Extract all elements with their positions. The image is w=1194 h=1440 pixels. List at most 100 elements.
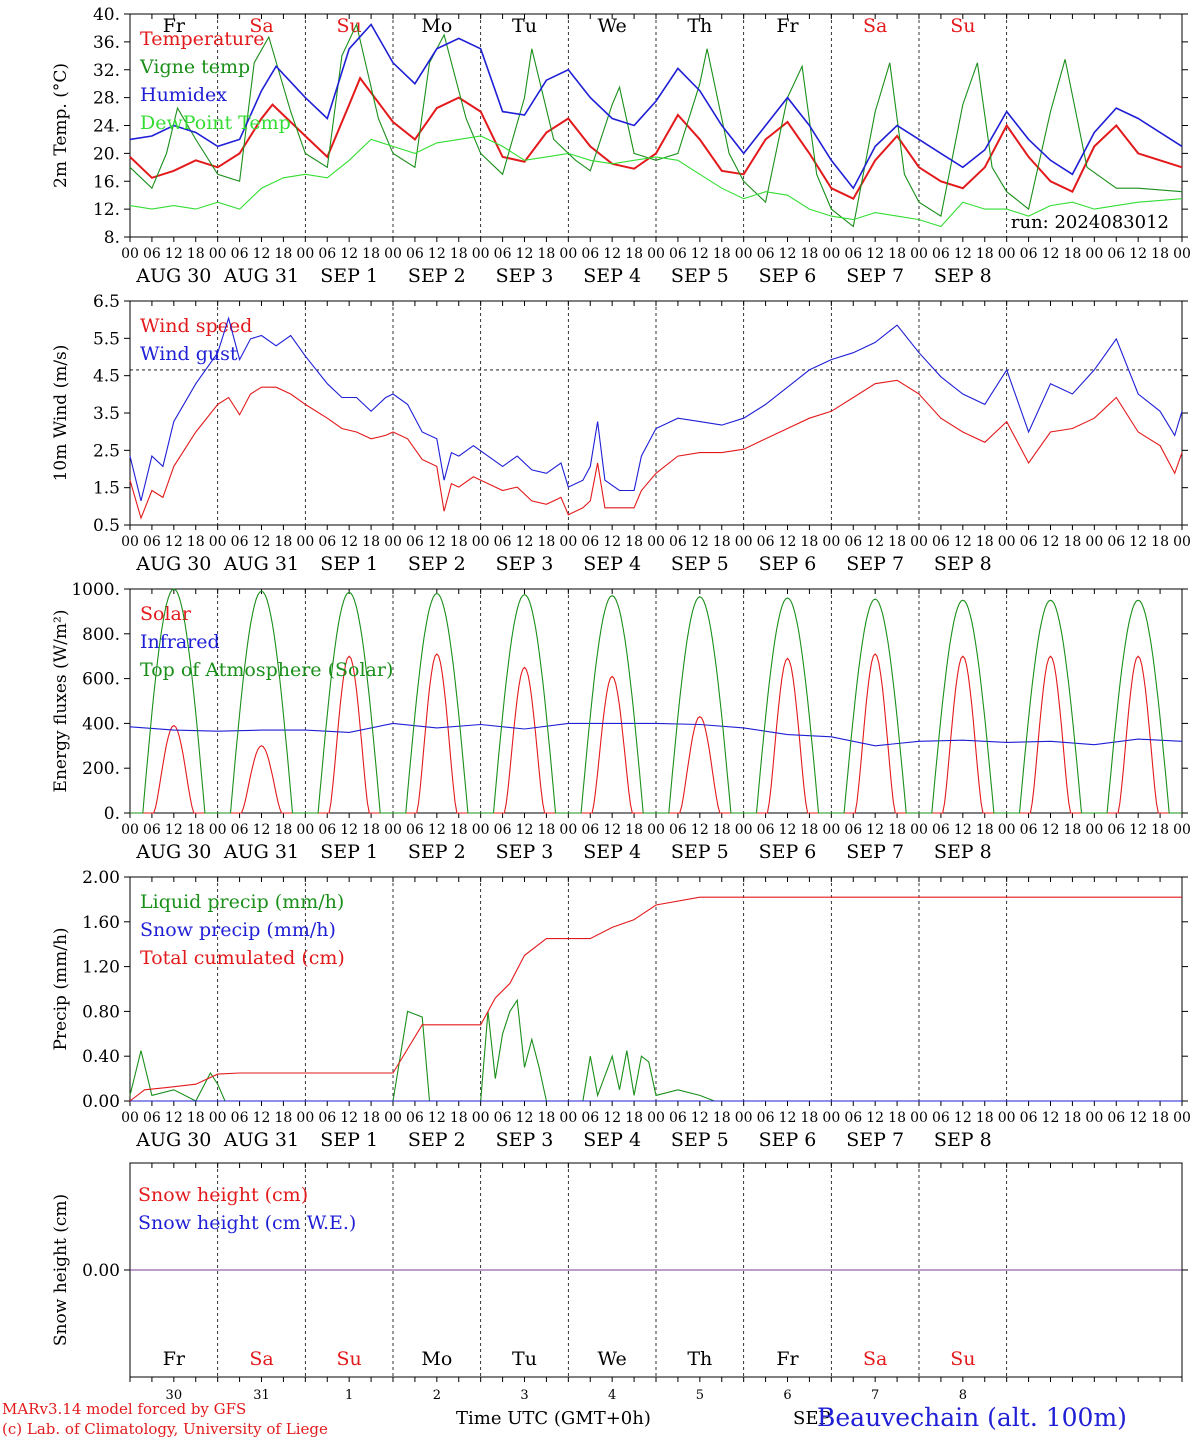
x-hour-label: 00	[384, 246, 402, 262]
day-name-label: We	[598, 15, 627, 37]
legend-entry: Wind gust	[140, 343, 238, 365]
x-hour-label: 06	[1020, 1110, 1038, 1126]
legend-entry: Liquid precip (mm/h)	[140, 891, 344, 913]
x-date-label: SEP 6	[759, 841, 817, 863]
x-hour-label: 00	[121, 822, 139, 838]
run-annotation: run: 2024083012	[1011, 212, 1169, 233]
legend-entry: Snow height (cm W.E.)	[138, 1212, 356, 1234]
x-hour-label: 12	[603, 1110, 621, 1126]
x-hour-label: 12	[866, 534, 884, 550]
x-hour-label: 00	[1085, 1110, 1103, 1126]
x-hour-label: 12	[516, 822, 534, 838]
y-tick-label: 1.20	[82, 958, 120, 978]
day-number-label: 31	[253, 1388, 270, 1403]
day-name-label: Su	[950, 15, 975, 37]
day-number-label: 1	[345, 1388, 353, 1403]
y-tick-label: 3.5	[93, 404, 120, 424]
x-hour-label: 18	[1151, 1110, 1169, 1126]
x-hour-label: 18	[275, 1110, 293, 1126]
x-hour-label: 18	[538, 534, 556, 550]
y-axis-label: 10m Wind (m/s)	[51, 345, 71, 482]
x-hour-label: 12	[340, 534, 358, 550]
panel-3: 0. 200. 400. 600. 800. 1000.Energy fluxes (W/…	[51, 580, 1191, 863]
footer: MARv3.14 model forced by GFS (c) Lab. of…	[2, 1400, 1127, 1438]
legend-entry: Snow height (cm)	[138, 1184, 308, 1206]
series-line	[129, 896, 1182, 1102]
credit-line-2: (c) Lab. of Climatology, University of L…	[2, 1420, 328, 1438]
day-number-label: 5	[696, 1388, 704, 1403]
x-date-label: SEP 1	[320, 553, 378, 575]
legend-entry: Wind speed	[140, 315, 252, 337]
day-number-label: 7	[871, 1388, 879, 1403]
y-tick-label: 40.	[93, 5, 120, 25]
x-date-label: SEP 5	[671, 841, 729, 863]
x-hour-label: 12	[428, 246, 446, 262]
legend-entry: Vigne temp	[139, 56, 250, 78]
x-hour-label: 12	[428, 534, 446, 550]
x-hour-label: 00	[1173, 534, 1191, 550]
x-hour-label: 18	[625, 246, 643, 262]
x-hour-label: 12	[253, 246, 271, 262]
x-hour-label: 18	[976, 246, 994, 262]
x-hour-label: 00	[822, 246, 840, 262]
x-hour-label: 00	[559, 534, 577, 550]
x-hour-label: 00	[1173, 246, 1191, 262]
x-hour-label: 18	[801, 534, 819, 550]
x-hour-label: 06	[231, 534, 249, 550]
y-tick-label: 1.5	[93, 479, 120, 499]
x-date-label: SEP 2	[408, 1129, 466, 1151]
x-hour-label: 18	[888, 534, 906, 550]
x-date-label: SEP 1	[320, 1129, 378, 1151]
x-hour-label: 12	[1129, 822, 1147, 838]
day-name-label: We	[598, 1348, 627, 1370]
x-hour-label: 12	[1042, 534, 1060, 550]
x-hour-label: 06	[143, 822, 161, 838]
y-tick-label: 28.	[93, 89, 120, 109]
x-hour-label: 00	[559, 822, 577, 838]
x-date-label: SEP 8	[934, 1129, 992, 1151]
day-number-label: 30	[166, 1388, 183, 1403]
x-hour-label: 12	[1042, 246, 1060, 262]
x-hour-label: 18	[801, 1110, 819, 1126]
y-tick-label: 400.	[82, 714, 120, 734]
x-hour-label: 18	[450, 534, 468, 550]
day-name-label: Fr	[776, 15, 799, 37]
x-hour-label: 00	[296, 246, 314, 262]
x-hour-label: 06	[932, 246, 950, 262]
x-hour-label: 06	[494, 822, 512, 838]
day-name-label: Su	[950, 1348, 975, 1370]
x-hour-label: 06	[1107, 822, 1125, 838]
x-hour-label: 00	[121, 246, 139, 262]
x-hour-label: 00	[735, 534, 753, 550]
x-hour-label: 06	[143, 1110, 161, 1126]
x-hour-label: 12	[779, 822, 797, 838]
x-date-label: AUG 31	[223, 265, 299, 287]
x-date-label: SEP 3	[496, 553, 554, 575]
x-hour-label: 18	[1064, 1110, 1082, 1126]
x-hour-label: 06	[231, 1110, 249, 1126]
x-hour-label: 00	[384, 534, 402, 550]
x-hour-label: 12	[340, 822, 358, 838]
x-hour-label: 18	[1064, 822, 1082, 838]
day-name-label: Th	[687, 1348, 712, 1370]
x-hour-label: 12	[779, 534, 797, 550]
x-date-label: SEP 8	[934, 265, 992, 287]
y-tick-label: 20.	[93, 144, 120, 164]
x-hour-label: 12	[954, 246, 972, 262]
x-date-label: SEP 7	[846, 841, 904, 863]
x-date-label: SEP 1	[320, 265, 378, 287]
y-tick-label: 0.40	[82, 1047, 120, 1067]
x-hour-label: 06	[669, 246, 687, 262]
x-hour-label: 12	[954, 534, 972, 550]
plot-frame	[129, 300, 1183, 526]
x-hour-label: 18	[713, 246, 731, 262]
x-hour-label: 12	[1042, 822, 1060, 838]
x-date-label: SEP 4	[583, 553, 641, 575]
x-hour-label: 18	[1064, 534, 1082, 550]
x-hour-label: 06	[581, 534, 599, 550]
x-hour-label: 12	[603, 246, 621, 262]
x-hour-label: 00	[998, 534, 1016, 550]
x-hour-label: 06	[1107, 1110, 1125, 1126]
